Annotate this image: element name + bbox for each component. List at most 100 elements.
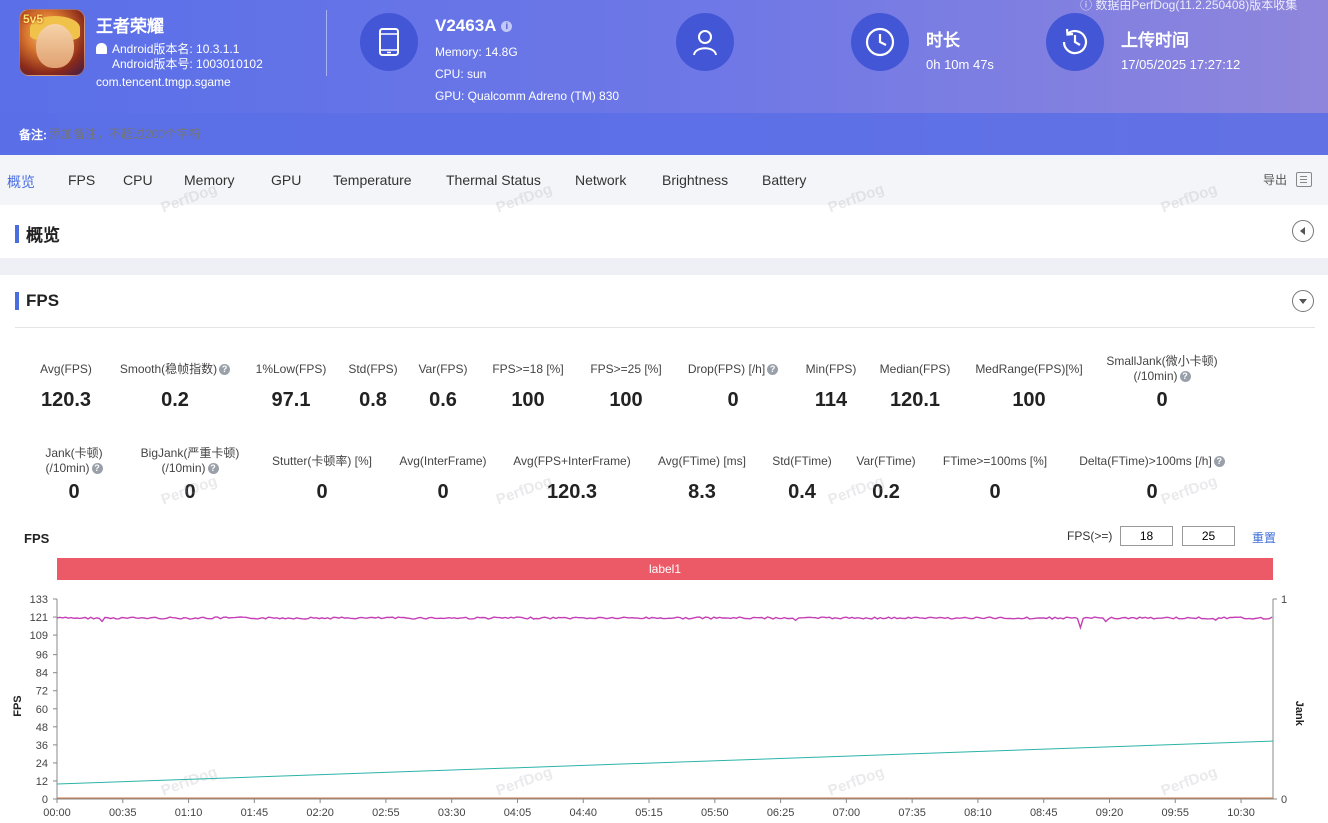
metric-value: 100: [1012, 389, 1046, 411]
x-tick-label: 09:55: [1162, 807, 1190, 819]
tab-overview[interactable]: 概览: [7, 174, 35, 190]
user-icon[interactable]: [676, 13, 734, 71]
remark-bar: 备注:: [0, 113, 1328, 155]
metric-label: Avg(FPS): [40, 362, 92, 376]
upload-time-title: 上传时间: [1121, 31, 1189, 50]
metric-var-ftime: Var(FTime) 0.2: [806, 454, 966, 503]
y-tick-label: 24: [36, 758, 48, 770]
tab-battery[interactable]: Battery: [762, 172, 807, 188]
device-cpu: CPU: sun: [435, 67, 487, 81]
android-version-code: Android版本号: 1003010102: [112, 57, 263, 71]
tab-memory[interactable]: Memory: [184, 172, 235, 188]
y-tick-label: 60: [36, 704, 48, 716]
x-tick-label: 00:35: [109, 807, 137, 819]
fps-collapse-button[interactable]: [1292, 290, 1314, 312]
metric-label: Var(FPS): [418, 362, 468, 376]
metric-label: SmallJank(微小卡顿): [1106, 354, 1218, 368]
history-icon: [1046, 13, 1104, 71]
metric-value: 100: [511, 389, 545, 411]
help-icon[interactable]: ?: [207, 463, 219, 475]
y2-tick-label: 1: [1281, 594, 1287, 606]
reset-button[interactable]: 重置: [1252, 531, 1277, 545]
fps-threshold-input-1[interactable]: [1120, 526, 1173, 546]
metric-label: Avg(InterFrame): [399, 454, 487, 468]
metric-value: 0.4: [788, 481, 816, 503]
fps-series-line[interactable]: [56, 616, 1273, 630]
x-tick-label: 04:40: [569, 807, 597, 819]
y-tick-label: 109: [30, 630, 48, 642]
device-memory: Memory: 14.8G: [435, 45, 518, 59]
metric-value: 0.2: [161, 389, 189, 411]
device-name: V2463A i: [435, 16, 513, 36]
device-info-icon[interactable]: i: [501, 20, 513, 32]
label-band[interactable]: label1: [57, 558, 1273, 580]
help-icon[interactable]: ?: [1179, 371, 1191, 383]
export-icon: [1296, 172, 1312, 187]
metric-value: 120.3: [40, 389, 92, 411]
tab-thermal-status[interactable]: Thermal Status: [446, 172, 541, 188]
metric-1-low-fps: 1%Low(FPS) 97.1: [211, 362, 371, 411]
metric-value: 97.1: [271, 389, 311, 411]
x-tick-label: 04:05: [504, 807, 532, 819]
metric-value: 0: [316, 481, 328, 503]
x-tick-label: 01:10: [175, 807, 203, 819]
x-tick-label: 08:10: [964, 807, 992, 819]
y-tick-label: 12: [36, 776, 48, 788]
metric-value: 0: [989, 481, 1001, 503]
clock-icon: [851, 13, 909, 71]
metric-avg-fps-interframe: Avg(FPS+InterFrame) 120.3: [492, 454, 652, 503]
y-tick-label: 84: [36, 668, 48, 680]
fps-chart[interactable]: 0 12 24 36 48 60 72 84 96 109 121 133 0 1 FPS Jank 00:00…: [0, 585, 1328, 823]
remark-input[interactable]: [49, 127, 449, 141]
upload-time-value: 17/05/2025 17:27:12: [1121, 57, 1241, 72]
tab-fps[interactable]: FPS: [68, 172, 96, 188]
overview-panel: 概览: [0, 205, 1328, 258]
metric-label: Std(FTime): [772, 454, 832, 468]
metric-avg-ftime-ms: Avg(FTime) [ms] 8.3: [622, 454, 782, 503]
device-gpu: GPU: Qualcomm Adreno (TM) 830: [435, 89, 620, 103]
metric-drop-fps-h: Drop(FPS) [/h]? 0: [653, 362, 813, 411]
x-tick-label: 01:45: [241, 807, 269, 819]
x-tick-label: 07:35: [898, 807, 926, 819]
help-icon[interactable]: ?: [767, 364, 779, 376]
metric-label: Avg(FTime) [ms]: [657, 454, 746, 468]
metric-fps-25: FPS>=25 [%] 100: [546, 362, 706, 411]
help-icon[interactable]: ?: [219, 364, 231, 376]
metric-jank: Jank(卡顿) (/10min)? 0: [0, 446, 154, 503]
x-tick-label: 02:20: [306, 807, 334, 819]
metric-label: Jank(卡顿): [45, 446, 103, 460]
help-icon[interactable]: ?: [1213, 456, 1225, 468]
fps-threshold-label: FPS(>=): [1067, 529, 1113, 543]
export-button[interactable]: 导出: [1263, 171, 1312, 188]
app-name: 王者荣耀: [96, 17, 164, 36]
metric-bigjank: BigJank(严重卡顿) (/10min)? 0: [110, 446, 270, 503]
header-divider: [326, 10, 327, 76]
chevron-left-icon: [1300, 227, 1305, 235]
tab-brightness[interactable]: Brightness: [662, 172, 729, 188]
fps-threshold-input-2[interactable]: [1182, 526, 1235, 546]
metric-avg-interframe: Avg(InterFrame) 0: [363, 454, 523, 503]
tab-network[interactable]: Network: [575, 172, 627, 188]
x-tick-label: 08:45: [1030, 807, 1058, 819]
tab-cpu[interactable]: CPU: [123, 172, 153, 188]
tab-temperature[interactable]: Temperature: [333, 172, 412, 188]
metric-value: 120.1: [889, 389, 941, 411]
x-tick-label: 03:30: [438, 807, 466, 819]
metric-median-fps: Median(FPS) 120.1: [835, 362, 995, 411]
metric-label: Std(FPS): [348, 362, 398, 376]
jank-series-line[interactable]: [56, 740, 1274, 785]
help-icon[interactable]: ?: [91, 463, 103, 475]
android-version-name: Android版本名: 10.3.1.1: [96, 40, 239, 57]
metric-medrange-fps: MedRange(FPS)[%] 100: [949, 362, 1109, 411]
y-tick-label: 133: [30, 594, 48, 606]
metric-var-fps: Var(FPS) 0.6: [363, 362, 523, 411]
metric-ftime-100ms: FTime>=100ms [%] 0: [915, 454, 1075, 503]
game-app-icon: 5v5: [19, 9, 85, 76]
phone-icon: [360, 13, 418, 71]
overview-collapse-button[interactable]: [1292, 220, 1314, 242]
metric-value: 0: [184, 481, 196, 503]
x-tick-label: 09:20: [1096, 807, 1124, 819]
y-tick-label: 121: [30, 612, 48, 624]
x-tick-label: 00:00: [43, 807, 71, 819]
tab-gpu[interactable]: GPU: [271, 172, 302, 188]
